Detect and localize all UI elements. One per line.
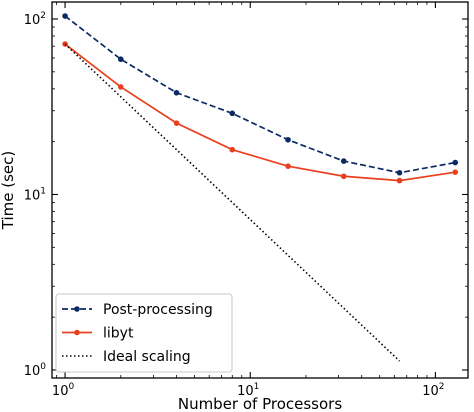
data-point-libyt: [229, 146, 236, 153]
x-axis-title: Number of Processors: [178, 395, 342, 412]
legend-marker-libyt: [74, 329, 80, 336]
y-tick-label: 100: [24, 362, 47, 379]
legend-label-ideal-scaling: Ideal scaling: [103, 349, 191, 365]
data-point-libyt: [396, 177, 403, 184]
data-point-post-processing: [340, 158, 347, 164]
legend: Post-processing libyt Ideal scaling: [55, 293, 233, 373]
legend-label-libyt: libyt: [103, 326, 134, 342]
series-line-libyt: [64, 43, 456, 182]
y-tick-label: 102: [24, 11, 46, 28]
data-point-post-processing: [396, 169, 403, 176]
data-point-post-processing: [285, 136, 291, 143]
data-point-libyt: [173, 120, 180, 126]
legend-label-post-processing: Post-processing: [103, 302, 213, 318]
series-line-ideal-scaling: [64, 43, 401, 362]
data-point-post-processing: [118, 56, 124, 63]
plot-frame: [51, 1, 469, 379]
data-point-libyt: [340, 173, 347, 180]
legend-box: [55, 293, 233, 373]
x-tick-label: 101: [237, 382, 259, 399]
data-point-post-processing: [229, 110, 236, 117]
axis-ticks: 100 101 102 100 101 102: [24, 2, 468, 399]
data-point-post-processing: [452, 159, 459, 166]
data-point-post-processing: [173, 89, 180, 96]
series-layer: [62, 13, 459, 362]
series-line-post-processing: [64, 15, 456, 174]
x-tick-label: 100: [52, 382, 75, 399]
legend-marker-post-processing: [74, 306, 80, 312]
legend-rows: Post-processing libyt Ideal scaling: [62, 302, 213, 365]
y-tick-label: 101: [24, 186, 46, 203]
x-tick-label: 102: [422, 382, 444, 399]
data-point-libyt: [452, 169, 459, 175]
data-point-libyt: [285, 163, 291, 169]
data-point-post-processing: [62, 13, 68, 19]
y-axis-title: Time (sec): [0, 151, 17, 230]
data-point-libyt: [118, 84, 124, 90]
